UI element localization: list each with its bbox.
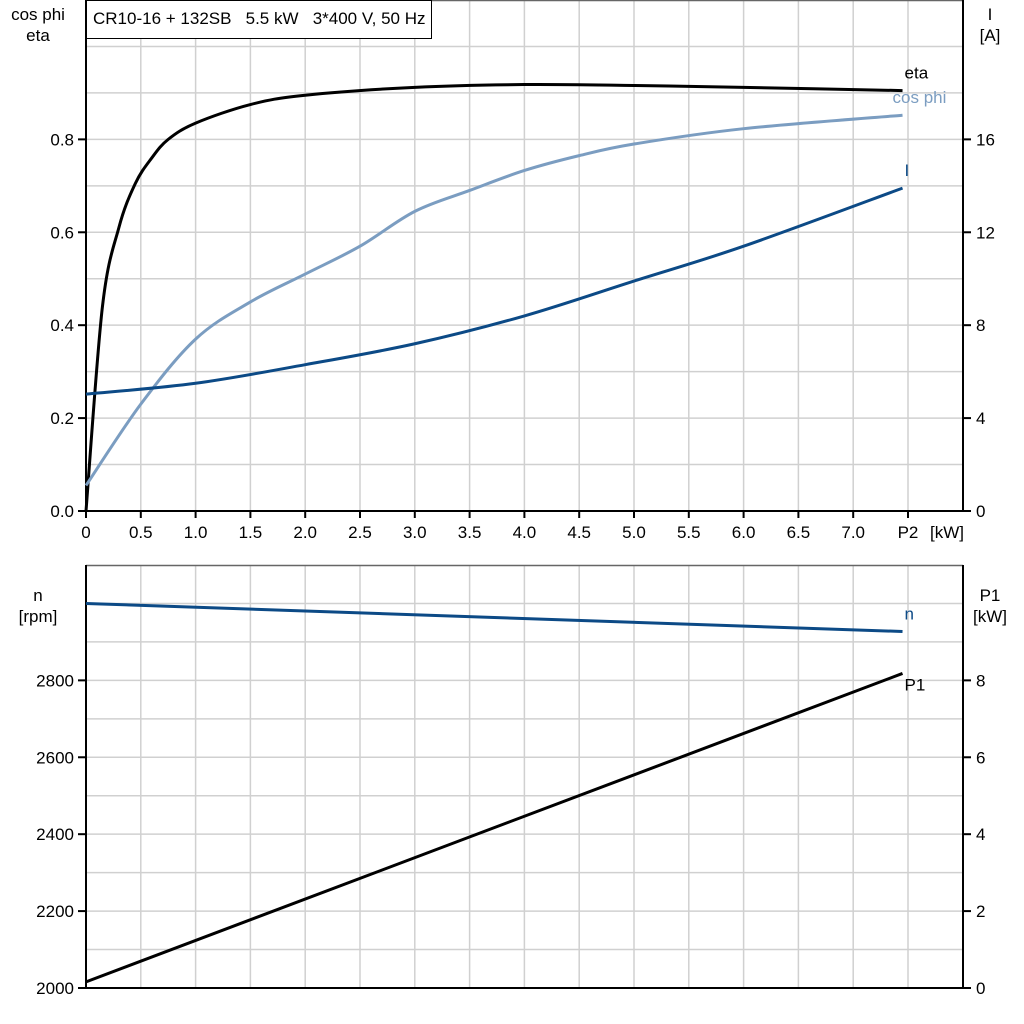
x-axis-tick-label: 4.5 <box>567 523 591 542</box>
left-axis-tick-label: 2400 <box>36 825 74 844</box>
left-axis-tick-label: 0.2 <box>50 409 74 428</box>
left-axis-tick-label: 2000 <box>36 979 74 998</box>
x-axis-tick-label: 2.5 <box>348 523 372 542</box>
right-axis-title: I <box>988 5 993 24</box>
x-axis-tick-label: 6.5 <box>787 523 811 542</box>
series-label-I: I <box>905 161 910 180</box>
right-axis-tick-label: 8 <box>976 316 985 335</box>
right-axis-tick-label: 16 <box>976 130 995 149</box>
series-line-P1 <box>85 672 904 984</box>
right-axis-tick-label: 6 <box>976 748 985 767</box>
right-axis-tick-label: 8 <box>976 671 985 690</box>
series-line-cos-phi <box>84 113 903 487</box>
left-axis-title: n <box>33 586 42 605</box>
right-axis-tick-label: 4 <box>976 825 985 844</box>
x-axis-title: P2 <box>898 523 919 542</box>
right-axis-tick-label: 0 <box>976 502 985 521</box>
series-label-eta: eta <box>905 64 929 83</box>
chart-title: CR10-16 + 132SB 5.5 kW 3*400 V, 50 Hz <box>86 0 433 39</box>
x-axis-tick-label: 4.0 <box>513 523 537 542</box>
x-axis-tick-label: 3.5 <box>458 523 482 542</box>
left-axis-tick-label: 0.8 <box>50 130 74 149</box>
right-axis-title: P1 <box>980 586 1001 605</box>
x-axis-tick-label: 0.5 <box>129 523 153 542</box>
left-axis-title: eta <box>26 26 50 45</box>
series-label-cos-phi: cos phi <box>893 88 947 107</box>
x-axis-tick-label: 1.0 <box>184 523 208 542</box>
x-axis-unit: [kW] <box>930 523 964 542</box>
x-axis-tick-label: 0 <box>81 523 90 542</box>
left-axis-tick-label: 0.4 <box>50 316 74 335</box>
x-axis-tick-label: 2.0 <box>293 523 317 542</box>
left-axis-tick-label: 2200 <box>36 902 74 921</box>
left-axis-title: [rpm] <box>19 607 58 626</box>
x-axis-tick-label: 1.5 <box>239 523 263 542</box>
left-axis-title: cos phi <box>11 5 65 24</box>
series-line-I <box>85 186 904 396</box>
series-label-P1: P1 <box>905 675 926 694</box>
right-axis-tick-label: 12 <box>976 223 995 242</box>
x-axis-tick-label: 7.0 <box>841 523 865 542</box>
right-axis-title: [A] <box>980 26 1001 45</box>
left-axis-tick-label: 0.0 <box>50 502 74 521</box>
series-label-n: n <box>905 605 914 624</box>
series-line-n <box>85 601 903 634</box>
x-axis-tick-label: 5.0 <box>622 523 646 542</box>
x-axis-tick-label: 6.0 <box>732 523 756 542</box>
left-axis-tick-label: 2800 <box>36 671 74 690</box>
right-axis-tick-label: 0 <box>976 979 985 998</box>
right-axis-tick-label: 2 <box>976 902 985 921</box>
x-axis-tick-label: 5.5 <box>677 523 701 542</box>
left-axis-tick-label: 0.6 <box>50 223 74 242</box>
x-axis-tick-label: 3.0 <box>403 523 427 542</box>
right-axis-title: [kW] <box>973 607 1007 626</box>
series-line-eta <box>84 82 903 512</box>
left-axis-tick-label: 2600 <box>36 748 74 767</box>
right-axis-tick-label: 4 <box>976 409 985 428</box>
